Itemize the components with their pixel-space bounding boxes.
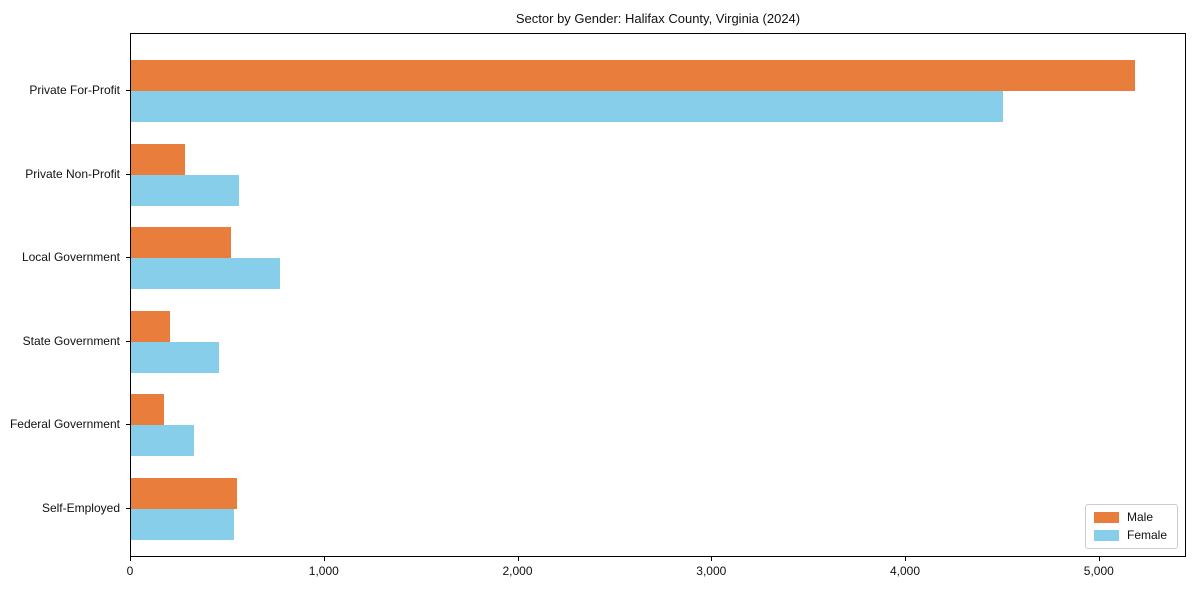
y-axis-tick	[126, 90, 130, 91]
x-axis-tick	[711, 557, 713, 561]
x-axis-tick	[130, 557, 131, 561]
bar-male-1	[131, 143, 186, 175]
bar-male-0	[131, 60, 1135, 91]
bar-male-5	[131, 478, 237, 509]
y-axis-label: State Government	[22, 333, 120, 348]
bar-female-4	[131, 425, 194, 457]
bar-male-2	[131, 227, 231, 259]
x-axis-tick	[1098, 557, 1100, 561]
x-axis-tick	[517, 557, 519, 561]
legend-item: Female	[1093, 528, 1167, 542]
x-axis-tick-label: 4,000	[889, 564, 921, 578]
y-axis-label: Local Government	[21, 250, 120, 265]
x-axis-tick-label: 5,000	[1083, 564, 1114, 578]
bar-female-0	[131, 91, 1003, 122]
x-axis-tick-label: 1,000	[308, 564, 339, 578]
plot-area: Male Female	[130, 33, 1186, 557]
y-axis-tick	[126, 257, 130, 259]
y-axis-label: Self-Employed	[41, 501, 120, 515]
x-axis-tick	[323, 557, 325, 561]
y-axis-label: Private For-Profit	[29, 83, 120, 97]
x-axis-tick-label: 0	[126, 564, 134, 578]
y-axis-label: Federal Government	[9, 417, 120, 432]
y-axis-label: Private Non-Profit	[25, 166, 120, 181]
bar-male-3	[131, 310, 170, 342]
y-axis-tick	[126, 173, 130, 175]
y-axis-tick	[126, 424, 130, 426]
bar-female-3	[131, 341, 220, 373]
bar-male-4	[131, 394, 164, 426]
legend-swatch-male	[1093, 512, 1119, 523]
chart-title: Sector by Gender: Halifax County, Virgin…	[515, 11, 801, 26]
legend-label: Male	[1126, 510, 1153, 524]
legend: Male Female	[1084, 504, 1178, 549]
x-axis-tick-label: 3,000	[696, 564, 727, 578]
bar-female-2	[131, 258, 281, 290]
legend-label: Female	[1126, 528, 1167, 542]
bar-female-5	[131, 509, 234, 540]
y-axis-tick	[126, 508, 130, 509]
legend-swatch-female	[1093, 530, 1119, 541]
y-axis-tick	[126, 340, 130, 342]
legend-item: Male	[1093, 510, 1167, 524]
x-axis-tick-label: 2,000	[502, 564, 533, 578]
x-axis-tick	[905, 557, 906, 561]
bar-female-1	[131, 174, 239, 206]
